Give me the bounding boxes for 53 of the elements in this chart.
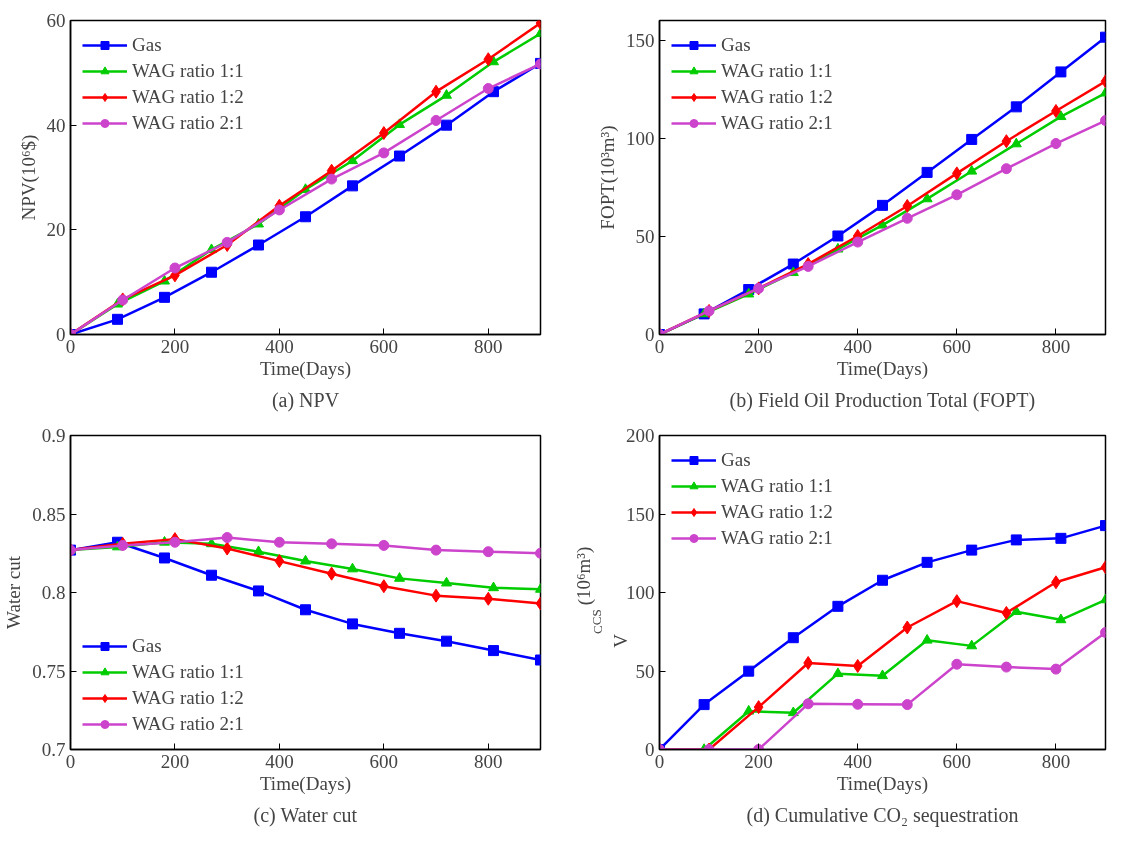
x-tick-label: 800 bbox=[474, 335, 503, 357]
y-tick-label: 40 bbox=[46, 114, 66, 136]
x-tick-label: 400 bbox=[265, 750, 294, 772]
x-tick-label: 800 bbox=[474, 750, 503, 772]
y-tick-label: 150 bbox=[626, 503, 655, 525]
y-tick-label: 100 bbox=[626, 127, 655, 149]
text: (d) Cumulative CO₂ sequestration bbox=[746, 803, 1019, 827]
x-tick-label: 600 bbox=[942, 750, 972, 772]
legend-label: WAG ratio 1:1 bbox=[132, 660, 244, 684]
y-tick-label: 0.75 bbox=[32, 660, 66, 682]
y-tick-label: 50 bbox=[635, 225, 655, 247]
legend-label: WAG ratio 1:2 bbox=[132, 686, 244, 710]
x-tick-label: 800 bbox=[1041, 750, 1071, 772]
x-tick-label: 400 bbox=[843, 335, 872, 357]
legend-label: WAG ratio 1:2 bbox=[721, 85, 833, 109]
legend-label: WAG ratio 1:1 bbox=[721, 474, 833, 498]
x-tick-label: 200 bbox=[744, 750, 773, 772]
y-tick-label: 50 bbox=[635, 660, 655, 682]
text: (a) NPV bbox=[271, 388, 340, 412]
y-tick-label: 0.8 bbox=[41, 582, 66, 603]
text: (b) Field Oil Production Total (FOPT) bbox=[729, 388, 1036, 412]
x-axis-title: Time(Days) bbox=[259, 357, 352, 380]
x-tick-label: 400 bbox=[843, 750, 872, 772]
x-axis-title: Time(Days) bbox=[259, 772, 352, 795]
x-tick-label: 200 bbox=[744, 335, 773, 357]
x-tick-label: 600 bbox=[942, 335, 972, 357]
legend-label: WAG ratio 2:1 bbox=[721, 111, 833, 135]
text: (c) Water cut bbox=[253, 803, 358, 827]
x-tick-label: 800 bbox=[1041, 335, 1071, 357]
y-tick-label: 200 bbox=[626, 425, 655, 446]
x-axis-title: Time(Days) bbox=[836, 357, 929, 380]
y-tick-label: 150 bbox=[626, 29, 655, 51]
x-tick-label: 400 bbox=[265, 335, 294, 357]
legend-label: WAG ratio 1:1 bbox=[721, 59, 833, 83]
y-tick-label: 0.85 bbox=[32, 503, 66, 525]
x-tick-label: 200 bbox=[160, 750, 190, 772]
y-tick-label: 0.9 bbox=[41, 425, 66, 446]
legend-label: Gas bbox=[721, 448, 751, 472]
x-axis-title: Time(Days) bbox=[836, 772, 929, 795]
y-axis-title: NPV(10⁶$) bbox=[17, 134, 40, 221]
y-tick-label: 60 bbox=[46, 10, 66, 31]
legend-label: Gas bbox=[132, 634, 162, 658]
y-tick-label: 20 bbox=[46, 219, 66, 241]
x-tick-label: 200 bbox=[160, 335, 190, 357]
legend-label: Gas bbox=[721, 33, 751, 57]
y-axis-title: FOPT(10³m³) bbox=[597, 125, 619, 230]
x-tick-label: 600 bbox=[369, 335, 399, 357]
legend-label: WAG ratio 1:2 bbox=[721, 500, 833, 524]
y-tick-label: 0.7 bbox=[41, 739, 66, 760]
x-tick-label: 600 bbox=[369, 750, 399, 772]
y-axis-title: Water cut bbox=[3, 555, 25, 629]
legend-label: WAG ratio 2:1 bbox=[132, 712, 244, 736]
legend-label: WAG ratio 2:1 bbox=[721, 526, 833, 550]
